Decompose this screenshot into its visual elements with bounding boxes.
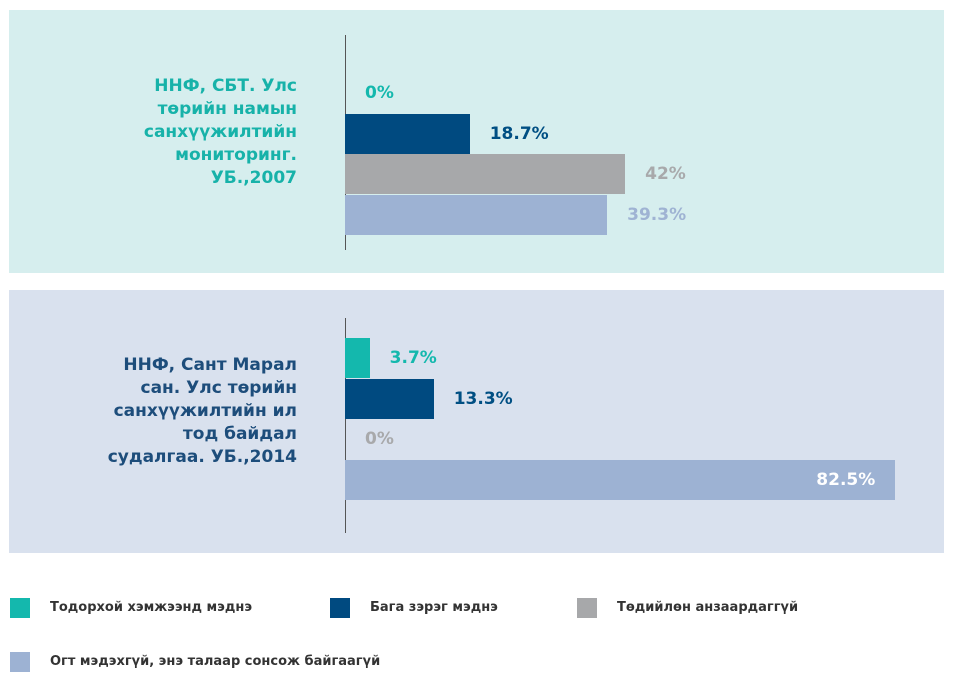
bar	[345, 338, 370, 378]
legend-label: Огт мэдэхгүй, энэ талаар сонсож байгаагү…	[50, 654, 381, 669]
legend-swatch	[10, 652, 30, 672]
axis-line	[345, 318, 346, 533]
value-label: 0%	[365, 83, 394, 103]
bar	[345, 459, 896, 500]
legend-label: Бага зэрэг мэднэ	[370, 600, 498, 615]
bar	[345, 194, 608, 235]
value-label: 42%	[645, 164, 686, 185]
bar	[345, 378, 434, 419]
legend-swatch	[330, 598, 350, 618]
value-label: 82.5%	[816, 469, 876, 490]
bar	[345, 154, 626, 195]
bar	[345, 113, 470, 154]
value-label: 0%	[365, 429, 394, 450]
value-label: 18.7%	[489, 123, 549, 144]
value-label: 13.3%	[453, 388, 513, 409]
legend-swatch	[577, 598, 597, 618]
value-label: 3.7%	[389, 348, 437, 368]
legend-swatch	[10, 598, 30, 618]
category-label: ННФ, Сант Марал сан. Улс төрийн санхүүжи…	[107, 355, 297, 467]
value-label: 39.3%	[627, 204, 687, 225]
legend-label: Төдийлөн анзаардаггүй	[617, 600, 799, 615]
legend-label: Тодорхой хэмжээнд мэднэ	[50, 600, 253, 615]
panel	[9, 290, 944, 553]
category-label: ННФ, СБТ. Улс төрийн намын санхүүжилтийн…	[143, 76, 297, 188]
